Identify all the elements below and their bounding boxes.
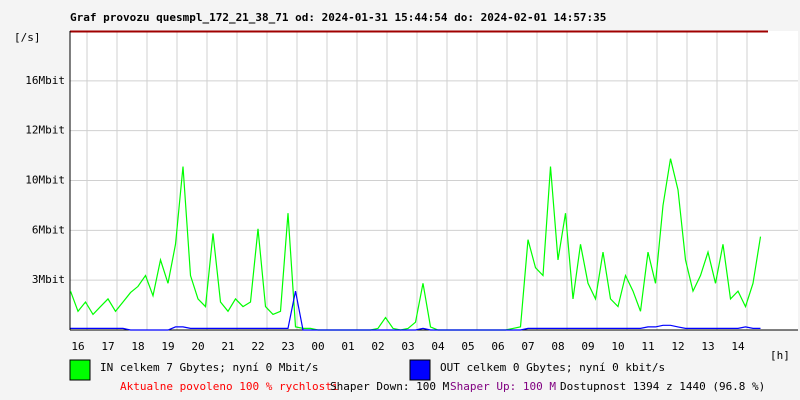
x-tick-label: 06 <box>491 340 504 353</box>
x-tick-label: 16 <box>71 340 84 353</box>
x-tick-label: 07 <box>521 340 534 353</box>
x-tick-label: 14 <box>731 340 745 353</box>
x-tick-label: 13 <box>701 340 714 353</box>
x-tick-label: 19 <box>161 340 174 353</box>
legend-swatch <box>409 359 431 381</box>
x-tick-label: 09 <box>581 340 594 353</box>
x-tick-label: 04 <box>431 340 445 353</box>
x-tick-label: 01 <box>341 340 354 353</box>
x-axis-label: [h] <box>770 349 790 362</box>
x-tick-label: 20 <box>191 340 204 353</box>
x-tick-label: 02 <box>371 340 384 353</box>
x-tick-label: 05 <box>461 340 474 353</box>
status-text: Aktualne povoleno 100 % rychlosti <box>120 380 339 393</box>
y-tick-label: 10Mbit <box>25 174 65 187</box>
x-tick-label: 18 <box>131 340 144 353</box>
y-tick-label: 3Mbit <box>32 273 65 286</box>
x-tick-label: 21 <box>221 340 234 353</box>
x-tick-label: 11 <box>641 340 654 353</box>
status-text: Shaper Up: 100 M <box>450 380 556 393</box>
y-tick-label: 6Mbit <box>32 223 65 236</box>
status-text: Shaper Down: 100 M <box>330 380 450 393</box>
legend-swatch <box>69 359 91 381</box>
legend-label: OUT celkem 0 Gbytes; nyní 0 kbit/s <box>440 361 665 374</box>
chart-title: Graf provozu quesmpl_172_21_38_71 od: 20… <box>70 11 606 24</box>
x-tick-label: 03 <box>401 340 414 353</box>
x-tick-label: 17 <box>101 340 114 353</box>
x-tick-label: 12 <box>671 340 684 353</box>
x-tick-label: 22 <box>251 340 264 353</box>
x-tick-label: 23 <box>281 340 294 353</box>
series-line <box>69 158 762 331</box>
series-line <box>70 290 761 331</box>
y-tick-label: 12Mbit <box>25 124 65 137</box>
y-axis-label: [/s] <box>14 31 41 44</box>
y-tick-label: 16Mbit <box>25 74 65 87</box>
legend-label: IN celkem 7 Gbytes; nyní 0 Mbit/s <box>100 361 319 374</box>
x-tick-label: 00 <box>311 340 324 353</box>
x-tick-label: 10 <box>611 340 624 353</box>
status-text: Dostupnost 1394 z 1440 (96.8 %) <box>560 380 765 393</box>
x-tick-label: 08 <box>551 340 564 353</box>
